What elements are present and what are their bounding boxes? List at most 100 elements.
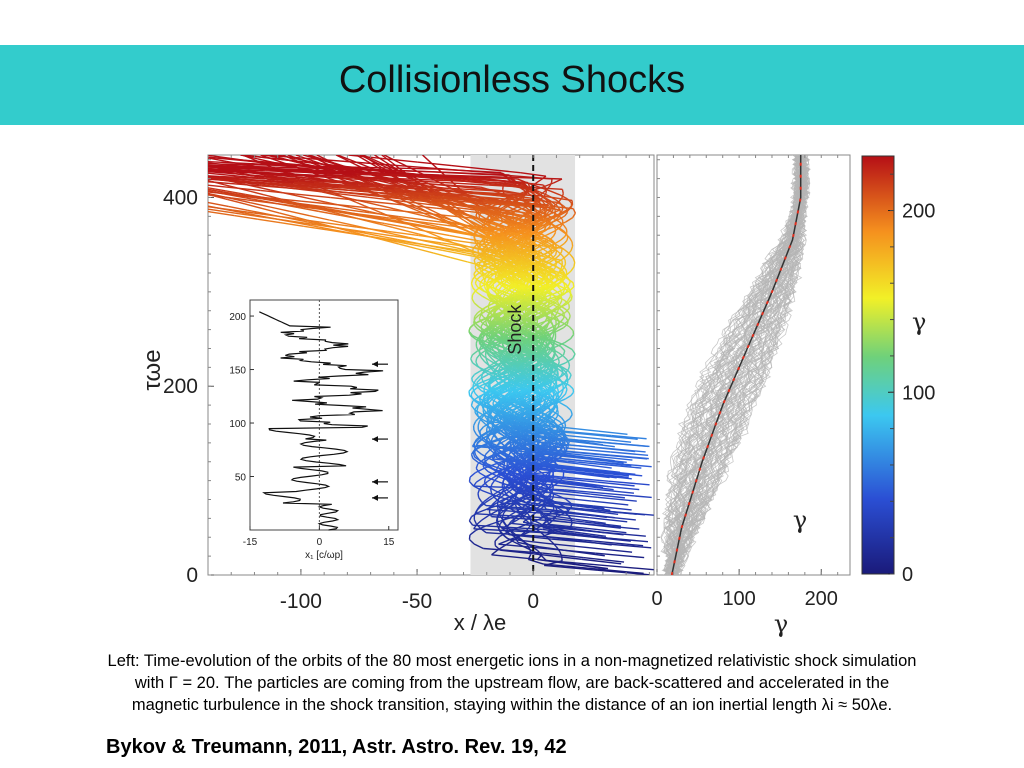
ion-trajectory-segment [556,244,565,251]
ion-trajectory-segment [262,193,277,199]
ion-trajectory-segment [560,317,565,323]
ion-trajectory-segment [510,375,514,380]
ion-trajectory-segment [365,231,392,237]
ion-trajectory-segment [59,155,100,159]
ion-trajectory-segment [185,175,198,178]
ion-trajectory-segment [551,407,556,413]
ion-trajectory-segment [498,481,513,488]
ion-trajectory-segment [570,295,573,300]
ion-trajectory-segment [90,158,120,161]
ion-trajectory-segment [489,488,493,494]
ion-trajectory-segment [295,158,314,164]
ion-trajectory-segment [433,179,525,185]
ion-trajectory-segment [163,174,206,177]
ion-trajectory-segment [481,515,489,521]
ion-trajectory-segment [555,324,563,330]
ion-trajectory-segment [573,447,611,453]
ion-trajectory-segment [0,162,13,166]
ion-trajectory-segment [0,155,56,159]
ion-trajectory-segment [488,333,491,338]
ion-trajectory-segment [579,505,611,511]
ion-trajectory-segment [329,202,350,209]
ion-trajectory-segment [480,308,489,315]
ion-trajectory-segment [257,218,281,224]
ion-trajectory-segment [142,177,159,181]
ion-trajectory-segment [384,222,407,229]
ion-trajectory-segment [477,493,480,498]
ion-trajectory-segment [0,162,79,166]
ion-trajectory-segment [595,552,645,559]
ion-trajectory-segment [575,518,606,524]
ion-trajectory-segment [387,230,419,237]
ion-trajectory-segment [326,229,351,235]
ion-trajectory-segment [112,172,132,176]
ion-trajectory-segment [0,163,3,167]
ion-trajectory-segment [556,370,559,375]
ion-trajectory-segment [50,162,69,165]
ion-trajectory-segment [361,157,368,163]
ion-trajectory-segment [0,176,16,180]
ion-trajectory-segment [46,169,129,174]
ion-trajectory-segment [477,489,481,494]
ion-trajectory-segment [493,382,501,388]
ion-trajectory-segment [472,457,479,463]
ion-trajectory-segment [488,280,494,286]
ion-trajectory-segment [564,458,598,464]
ion-trajectory-segment [553,206,556,211]
ion-trajectory-segment [449,234,472,241]
ion-trajectory-segment [550,316,553,320]
ion-trajectory-segment [164,155,177,158]
ion-trajectory-segment [296,206,319,213]
ion-trajectory-segment [476,406,479,412]
ion-trajectory-segment [564,378,568,383]
ion-trajectory-segment [467,222,474,227]
ion-trajectory-segment [398,243,417,250]
ion-trajectory-segment [541,325,547,331]
ion-trajectory-segment [119,176,154,180]
ion-trajectory-segment [151,165,181,168]
ion-trajectory-segment [141,201,164,205]
ion-trajectory-segment [95,194,118,198]
ion-trajectory-segment [469,472,476,478]
ion-trajectory-segment [526,501,556,507]
ion-trajectory-segment [109,193,140,197]
ion-trajectory-segment [547,420,554,425]
ion-trajectory-segment [398,241,421,247]
ion-trajectory-segment [275,197,290,202]
ion-trajectory-segment [147,179,166,182]
ion-trajectory-segment [499,379,506,385]
ion-trajectory-segment [527,399,537,404]
ion-trajectory-segment [376,163,382,169]
ion-trajectory-segment [0,176,2,180]
ion-trajectory-segment [542,323,548,329]
ion-trajectory-segment [572,212,576,218]
ion-trajectory-segment [103,169,123,173]
ion-trajectory-segment [476,410,479,416]
ion-trajectory-segment [537,414,548,420]
ion-trajectory-segment [301,200,338,206]
ion-trajectory-segment [325,222,357,228]
ion-trajectory-segment [489,222,500,227]
ion-trajectory-segment [560,365,569,372]
ion-trajectory-segment [486,352,490,357]
ion-trajectory-segment [172,171,185,174]
ion-trajectory-segment [488,355,493,360]
ion-trajectory-segment [0,161,34,164]
ion-trajectory-segment [608,480,650,486]
ion-trajectory-segment [0,159,16,163]
ion-trajectory-segment [483,457,490,464]
ion-trajectory-segment [583,556,625,563]
ion-trajectory-segment [116,184,135,188]
ion-trajectory-segment [474,409,483,416]
ion-trajectory-segment [0,164,55,169]
ion-trajectory-segment [475,463,479,469]
ion-trajectory-segment [571,241,574,247]
ion-trajectory-segment [468,481,475,487]
ion-trajectory-segment [468,534,471,540]
ion-trajectory-segment [478,313,482,319]
ion-trajectory-segment [558,438,563,444]
ion-trajectory-segment [453,213,460,218]
ion-trajectory-segment [231,194,254,200]
ion-trajectory-segment [178,158,191,161]
ion-trajectory-segment [554,254,560,260]
